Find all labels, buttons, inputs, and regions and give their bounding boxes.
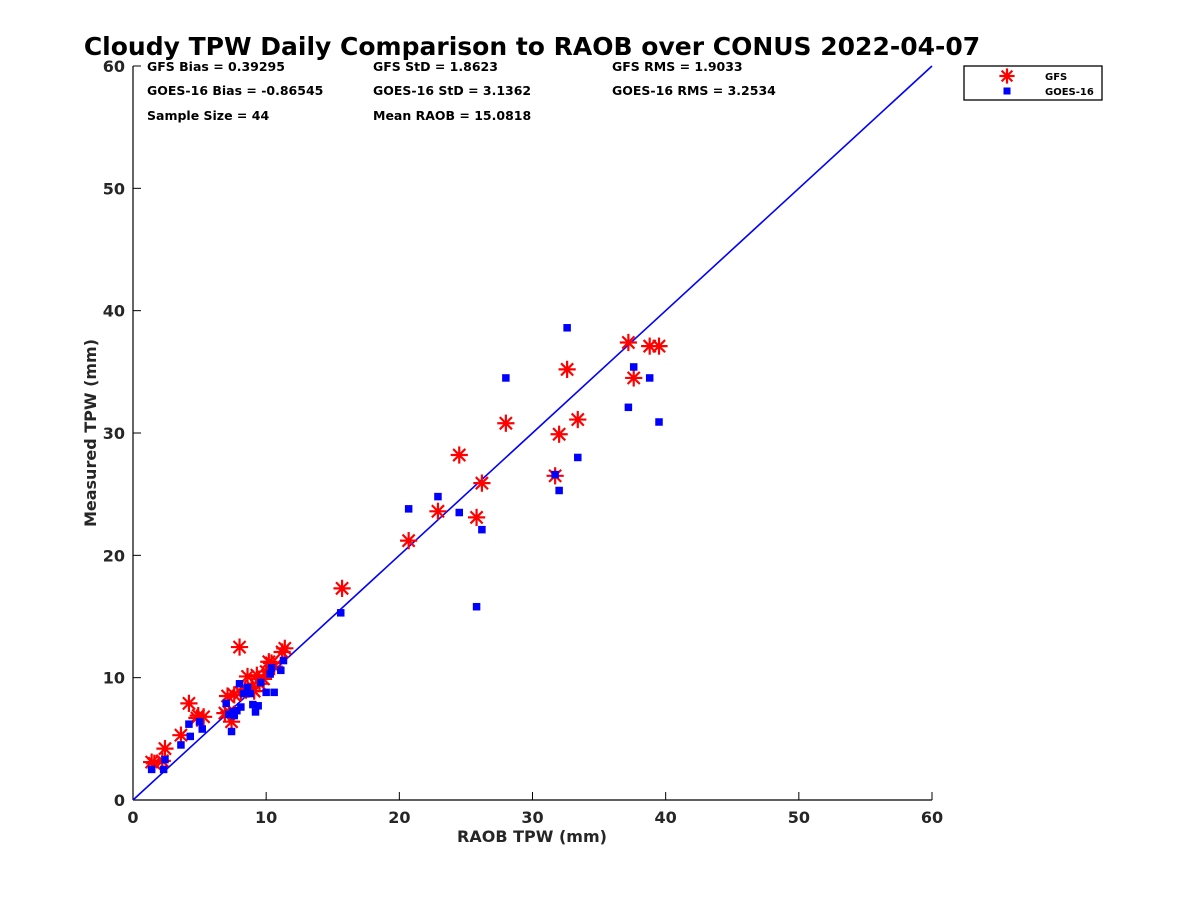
goes16-point (235, 680, 244, 688)
gfs-point (473, 474, 491, 492)
goes16-point (434, 492, 442, 501)
goes16-point (478, 525, 486, 534)
goes16-point (233, 706, 241, 715)
goes16-point (177, 741, 185, 749)
x-tick-label: 20 (388, 808, 410, 827)
goes16-point (195, 717, 204, 726)
goes16-point (186, 732, 195, 741)
goes16-point (246, 689, 254, 698)
goes16-point (185, 720, 193, 728)
goes16-point (277, 666, 285, 675)
y-tick-label: 50 (103, 179, 125, 198)
goes16-point (563, 324, 571, 332)
x-axis-label: RAOB TPW (mm) (457, 827, 607, 846)
stat-text: GOES-16 RMS = 3.2534 (612, 83, 776, 98)
stat-text: GOES-16 Bias = -0.86545 (147, 83, 323, 98)
y-tick-label: 10 (103, 669, 125, 688)
goes16-point (502, 374, 510, 382)
legend-box (963, 65, 1103, 101)
gfs-point (558, 360, 576, 378)
y-tick-label: 0 (114, 791, 125, 810)
x-tick-label: 60 (921, 808, 943, 827)
goes16-point (249, 700, 257, 709)
x-tick-label: 10 (255, 808, 277, 827)
y-tick-label: 20 (103, 546, 125, 565)
stat-text: Mean RAOB = 15.0818 (373, 108, 531, 123)
goes16-point (159, 765, 168, 774)
goes16-point (254, 702, 262, 710)
gfs-point (550, 425, 568, 443)
goes16-point (237, 703, 245, 711)
goes16-point (555, 486, 563, 495)
y-tick-label: 40 (103, 302, 125, 321)
goes16-point (230, 711, 238, 720)
gfs-point (230, 638, 249, 656)
gfs-point (650, 337, 668, 355)
gfs-point (467, 508, 486, 527)
chart-title: Cloudy TPW Daily Comparison to RAOB over… (84, 32, 980, 61)
stat-text: GFS RMS = 1.9033 (612, 59, 743, 74)
goes16-point (267, 664, 276, 672)
goes16-point (227, 727, 236, 736)
goes16-point (243, 683, 252, 692)
gfs-point (497, 414, 515, 432)
gfs-point (180, 694, 198, 712)
stat-text: Sample Size = 44 (147, 108, 269, 123)
stat-text: GOES-16 StD = 3.1362 (373, 83, 531, 98)
legend: GFS GOES-16 (963, 65, 1103, 101)
gfs-point (619, 333, 637, 352)
series-goes-16 (147, 324, 663, 774)
goes16-point (279, 656, 288, 665)
stat-text: GFS Bias = 0.39295 (147, 59, 285, 74)
gfs-point (172, 726, 190, 744)
gfs-point (225, 686, 243, 704)
legend-gfs-marker (999, 68, 1015, 84)
goes16-point (266, 670, 274, 678)
goes16-point (404, 505, 413, 513)
goes16-point (624, 403, 633, 412)
goes16-point (225, 710, 233, 719)
x-tick-label: 0 (127, 808, 138, 827)
gfs-point (641, 337, 659, 355)
x-tick-label: 50 (788, 808, 810, 827)
gfs-point (400, 532, 418, 550)
y-tick-label: 30 (103, 424, 125, 443)
stat-text: GFS StD = 1.8623 (373, 59, 498, 74)
goes16-point (629, 363, 638, 371)
goes16-point (336, 609, 345, 617)
x-tick-label: 40 (655, 808, 677, 827)
gfs-point (450, 446, 468, 464)
goes16-point (257, 678, 265, 687)
goes16-point (198, 725, 206, 733)
gfs-point (429, 502, 447, 520)
goes16-point (645, 374, 654, 382)
goes16-point (574, 453, 582, 462)
legend-label: GFS (1045, 72, 1067, 83)
data-series (143, 324, 668, 774)
goes16-point (455, 508, 464, 517)
goes16-point (251, 708, 260, 716)
goes16-point (551, 470, 559, 479)
legend-label: GOES-16 (1045, 87, 1094, 98)
goes16-point (222, 699, 230, 708)
gfs-point (276, 639, 294, 657)
goes16-point (239, 689, 248, 698)
y-axis-label: Measured TPW (mm) (81, 339, 100, 527)
goes16-point (472, 602, 481, 611)
goes16-point (161, 755, 169, 764)
gfs-point (625, 369, 643, 387)
y-tick-label: 60 (103, 57, 125, 76)
goes16-point (147, 765, 156, 774)
goes16-point (655, 418, 663, 426)
axes: 0 10 20 30 40 50 60 0 10 20 30 40 50 60 (103, 57, 943, 827)
gfs-point (333, 579, 351, 597)
goes16-point (262, 688, 270, 697)
gfs-point (156, 740, 174, 758)
legend-goes16-marker (1003, 87, 1011, 95)
goes16-point (270, 688, 278, 697)
stats-block: GFS Bias = 0.39295 GFS StD = 1.8623 GFS RM… (147, 59, 776, 123)
gfs-point (569, 410, 587, 429)
x-tick-label: 30 (521, 808, 543, 827)
